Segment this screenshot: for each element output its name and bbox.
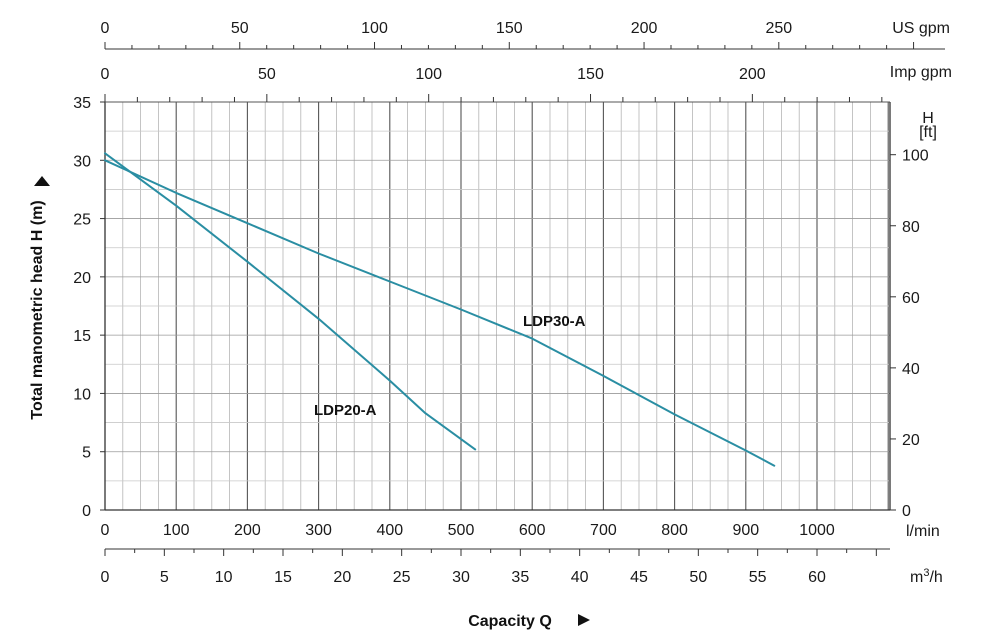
us-gpm-tick-label: 150 — [496, 20, 523, 37]
imp-gpm-tick-label: 200 — [739, 66, 766, 83]
imp-gpm-tick-label: 50 — [258, 66, 276, 83]
m3h-tick-label: 45 — [630, 569, 648, 586]
x-axis-title: Capacity Q — [468, 613, 552, 630]
x-tick-label: 100 — [163, 522, 190, 539]
grid — [105, 102, 890, 510]
lmin-unit: l/min — [906, 523, 940, 540]
series-label-ldp30: LDP30-A — [523, 313, 586, 330]
y-tick-label: 5 — [82, 445, 91, 462]
m3h-tick-label: 25 — [393, 569, 411, 586]
axes — [100, 42, 945, 556]
series-line-ldp20 — [104, 152, 477, 451]
series-lines — [104, 152, 776, 467]
right-axis-title-ft: [ft] — [919, 124, 937, 141]
m3h-tick-label: 35 — [511, 569, 529, 586]
us-gpm-tick-label: 100 — [361, 20, 388, 37]
us-gpm-unit: US gpm — [892, 20, 950, 37]
imp-gpm-tick-label: 100 — [415, 66, 442, 83]
right-tick-label: 80 — [902, 219, 920, 236]
y-tick-label: 25 — [73, 212, 91, 229]
x-tick-label: 500 — [448, 522, 475, 539]
m3h-tick-label: 0 — [101, 569, 110, 586]
x-tick-label: 800 — [661, 522, 688, 539]
y-tick-label: 0 — [82, 503, 91, 520]
right-tick-label: 20 — [902, 432, 920, 449]
y-axis-title: Total manometric head H (m) — [29, 200, 46, 419]
y-tick-label: 35 — [73, 95, 91, 112]
x-tick-label: 200 — [234, 522, 261, 539]
x-tick-label: 600 — [519, 522, 546, 539]
y-tick-label: 30 — [73, 153, 91, 170]
x-tick-label: 900 — [732, 522, 759, 539]
x-axis-arrow-icon — [578, 614, 590, 626]
m3h-tick-label: 15 — [274, 569, 292, 586]
m3h-tick-label: 5 — [160, 569, 169, 586]
y-tick-label: 10 — [73, 386, 91, 403]
m3h-unit: m3/h — [910, 567, 943, 586]
imp-gpm-tick-label: 0 — [101, 66, 110, 83]
m3h-unit-sup: 3 — [923, 567, 929, 579]
m3h-tick-label: 50 — [689, 569, 707, 586]
right-tick-label: 100 — [902, 148, 929, 165]
y-axis-arrow-icon — [34, 176, 50, 186]
y-tick-label: 15 — [73, 328, 91, 345]
m3h-tick-label: 30 — [452, 569, 470, 586]
right-tick-label: 60 — [902, 290, 920, 307]
right-tick-label: 40 — [902, 361, 920, 378]
us-gpm-tick-label: 50 — [231, 20, 249, 37]
m3h-unit-base: m — [910, 569, 923, 586]
right-axis-title-h: H — [922, 110, 934, 127]
us-gpm-tick-label: 200 — [631, 20, 658, 37]
m3h-tick-label: 55 — [749, 569, 767, 586]
us-gpm-tick-label: 250 — [765, 20, 792, 37]
x-tick-label: 400 — [376, 522, 403, 539]
x-tick-label: 0 — [101, 522, 110, 539]
series-line-ldp30 — [104, 159, 776, 467]
m3h-tick-label: 20 — [333, 569, 351, 586]
right-tick-label: 0 — [902, 503, 911, 520]
m3h-unit-tail: /h — [929, 569, 942, 586]
m3h-tick-label: 10 — [215, 569, 233, 586]
m3h-tick-label: 40 — [571, 569, 589, 586]
x-tick-label: 1000 — [799, 522, 835, 539]
imp-gpm-unit: Imp gpm — [890, 64, 952, 81]
y-tick-label: 20 — [73, 270, 91, 287]
imp-gpm-tick-label: 150 — [577, 66, 604, 83]
m3h-tick-label: 60 — [808, 569, 826, 586]
x-tick-label: 700 — [590, 522, 617, 539]
x-tick-label: 300 — [305, 522, 332, 539]
us-gpm-tick-label: 0 — [101, 20, 110, 37]
series-label-ldp20: LDP20-A — [314, 402, 377, 419]
